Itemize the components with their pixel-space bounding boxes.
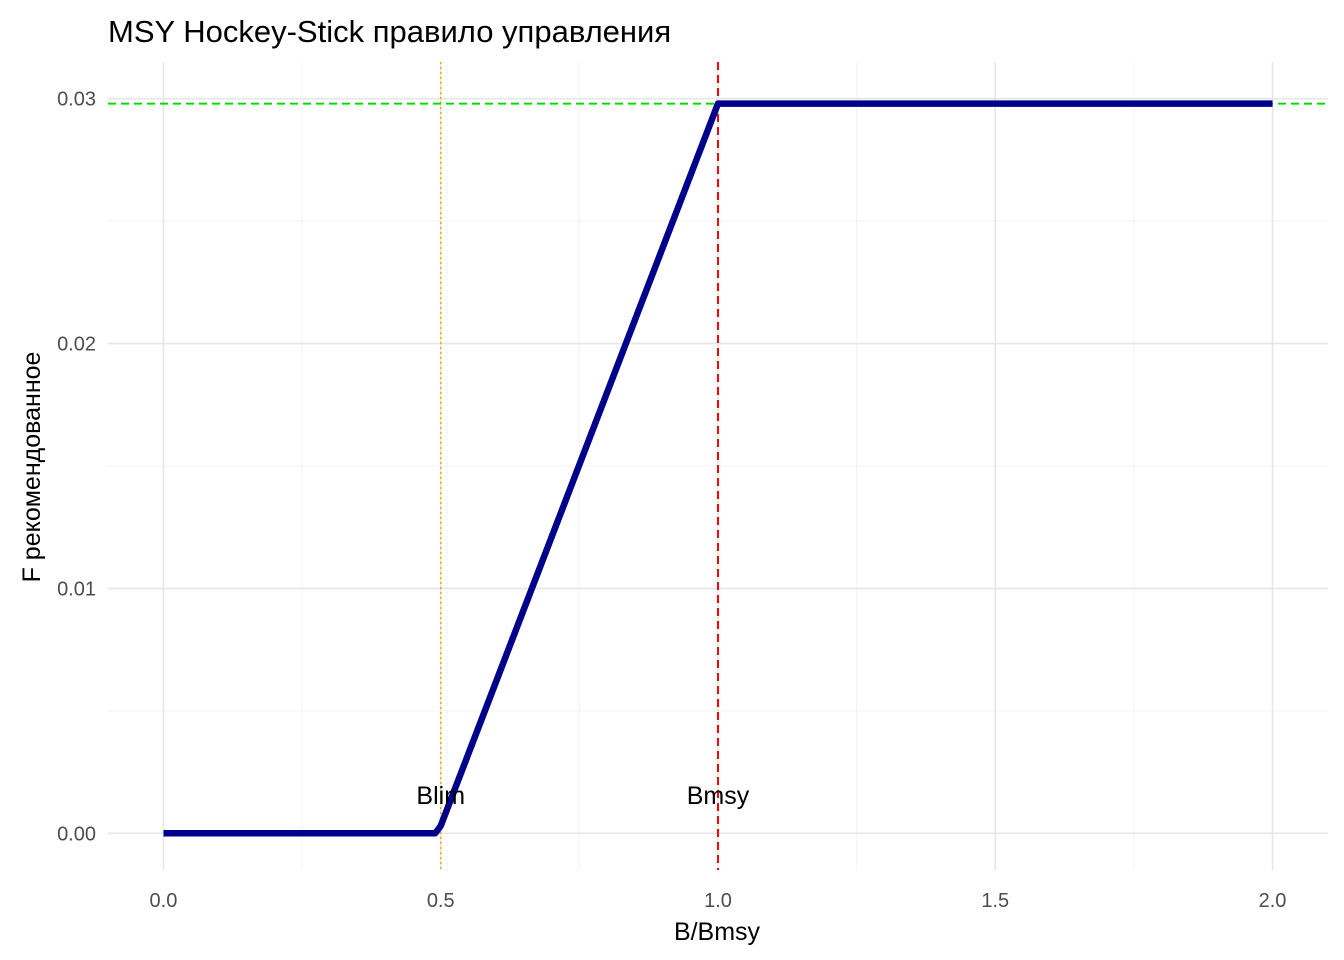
series-layer <box>163 100 1273 837</box>
y-axis-title: F рекомендованное <box>18 352 46 583</box>
annotation-label: Bmsy <box>687 782 750 810</box>
y-tick-label: 0.02 <box>57 334 96 356</box>
y-tick-label: 0.00 <box>57 823 96 845</box>
x-tick-label: 1.0 <box>704 890 732 912</box>
x-tick-label: 1.5 <box>981 890 1009 912</box>
y-tick-labels: 0.00 0.01 0.02 0.03 <box>57 89 96 846</box>
annotation-label: Blim <box>416 782 465 810</box>
chart-title: MSY Hockey-Stick правило управления <box>108 14 671 49</box>
x-tick-labels: 0.0 0.5 1.0 1.5 2.0 <box>150 890 1287 912</box>
y-tick-label: 0.03 <box>57 89 96 111</box>
x-tick-label: 2.0 <box>1259 890 1287 912</box>
x-tick-label: 0.0 <box>150 890 178 912</box>
annotations: Blim Bmsy <box>416 782 749 810</box>
x-tick-label: 0.5 <box>427 890 455 912</box>
x-axis-title: B/Bmsy <box>674 918 761 946</box>
f-rule-line <box>163 100 1273 837</box>
y-tick-label: 0.01 <box>57 578 96 600</box>
